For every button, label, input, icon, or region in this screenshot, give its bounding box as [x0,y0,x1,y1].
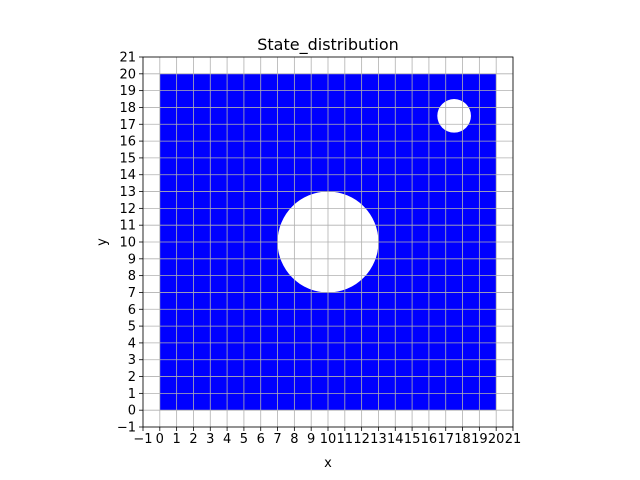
x-tick-label: 14 [387,432,404,447]
x-tick-label: 15 [404,432,421,447]
x-tick-label: 4 [223,432,231,447]
y-tick-label: 14 [119,168,136,183]
x-tick-label: 7 [273,432,281,447]
y-tick-label: 7 [128,286,136,301]
y-tick-label: 1 [128,387,136,402]
y-axis-label: y [95,238,110,246]
x-tick-label: 11 [337,432,354,447]
y-tick-label: 0 [128,404,136,419]
x-tick-label: 0 [156,432,164,447]
y-tick-label: 11 [119,219,136,234]
x-tick-label: 9 [307,432,315,447]
x-tick-label: 6 [257,432,265,447]
x-tick-label: 18 [454,432,471,447]
y-tick-label: 4 [128,336,136,351]
x-tick-label: 1 [172,432,180,447]
y-tick-label: 16 [119,135,136,150]
x-tick-label: 19 [471,432,488,447]
x-tick-label: 17 [437,432,454,447]
x-tick-label: 3 [206,432,214,447]
y-tick-label: 9 [128,252,136,267]
y-tick-label: 13 [119,185,136,200]
x-tick-label: 21 [505,432,522,447]
x-axis-label: x [324,456,332,471]
y-tick-label: −1 [117,421,136,436]
y-tick-label: 12 [119,202,136,217]
x-tick-label: 12 [353,432,370,447]
y-tick-label: 20 [119,67,136,82]
x-tick-label: 16 [421,432,438,447]
y-tick-label: 8 [128,269,136,284]
y-tick-label: 2 [128,370,136,385]
grid-overlay [142,56,514,428]
y-tick-label: 3 [128,353,136,368]
x-axis-ticks: −1 0 1 2 3 4 5 6 7 8 9 10 11 12 13 14 15 16 17 18 19 20 21 [133,427,521,447]
x-tick-label: −1 [133,432,152,447]
x-tick-label: 10 [320,432,337,447]
y-tick-label: 21 [119,51,136,66]
y-tick-label: 18 [119,101,136,116]
y-tick-label: 19 [119,84,136,99]
y-tick-label: 6 [128,303,136,318]
x-tick-label: 5 [240,432,248,447]
y-tick-label: 5 [128,320,136,335]
x-tick-label: 2 [189,432,197,447]
chart-title: State_distribution [257,35,399,55]
y-tick-label: 10 [119,236,136,251]
y-tick-label: 15 [119,151,136,166]
x-tick-label: 8 [290,432,298,447]
x-tick-label: 13 [370,432,387,447]
x-tick-label: 20 [488,432,505,447]
y-tick-label: 17 [119,118,136,133]
